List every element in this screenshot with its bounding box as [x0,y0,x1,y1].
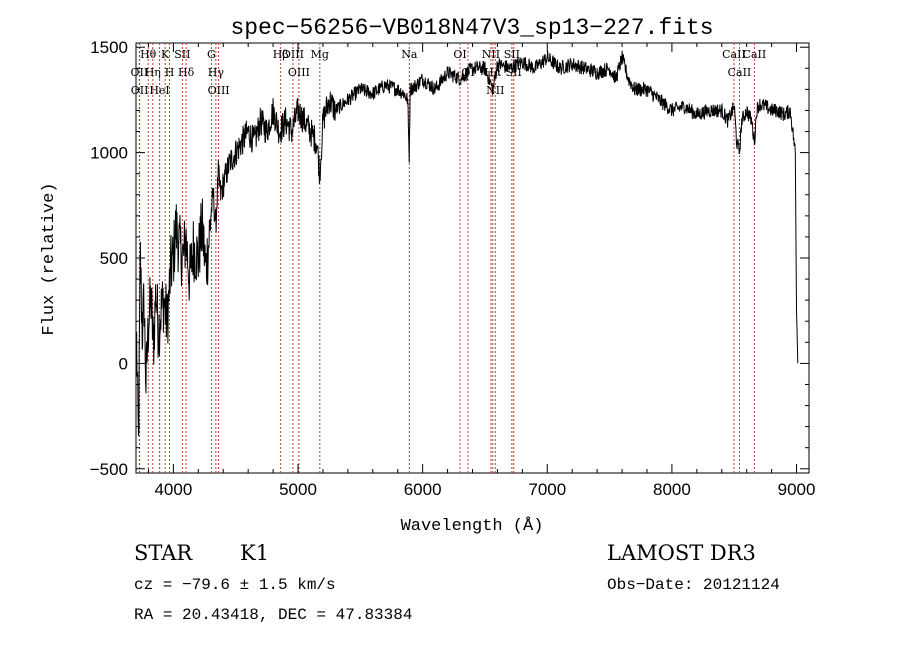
line-marker-label: CaII [722,48,746,61]
line-marker-label: OIII [282,48,304,61]
line-marker-label: Hθ [140,48,157,61]
line-marker-label: OII [131,84,149,97]
line-marker-label: OI [453,48,466,61]
line-marker-label: H [165,66,175,79]
line-marker-label: Hη [145,66,161,79]
plot-frame [135,42,810,474]
line-marker-label: Hδ [178,66,195,79]
line-marker-label: OIII [208,84,230,97]
y-tick-label: 500 [100,249,128,268]
line-marker-label: G [207,48,216,61]
survey-name: LAMOST DR3 [607,541,756,565]
line-marker-label: OIII [288,66,310,79]
object-class: STAR [134,541,193,565]
x-tick-label: 9000 [778,480,816,499]
line-marker-label: Mg [311,48,329,61]
x-axis-label: Wavelength (Å) [401,517,544,536]
line-marker-label: NII [482,48,500,61]
y-axis: −500 0 500 1000 1500 [90,38,809,479]
chart-title: spec−56256−VB018N47V3_sp13−227.fits [230,15,713,41]
y-tick-label: 1000 [90,144,128,163]
line-marker-label: Hγ [208,66,225,79]
line-marker-label: SII [174,48,190,61]
y-tick-label: 1500 [90,38,128,57]
y-axis-label: Flux (relative) [40,182,59,335]
x-tick-label: 5000 [279,480,317,499]
y-tick-label: −500 [90,460,128,479]
x-tick-label: 4000 [154,480,192,499]
object-subclass: K1 [240,541,269,565]
y-tick-label: 0 [119,354,128,373]
x-tick-label: 7000 [528,480,566,499]
line-marker-label: NII [486,84,504,97]
x-tick-label: 8000 [653,480,691,499]
line-marker-group [138,43,755,473]
line-marker-label: HeI [149,84,169,97]
line-marker-label: OII [131,66,149,79]
line-marker-label: SII [504,48,520,61]
coordinates: RA = 20.43418, DEC = 47.83384 [134,606,412,624]
line-marker-label: Hβ [273,48,289,61]
x-tick-label: 6000 [404,480,442,499]
redshift-line: cz = −79.6 ± 1.5 km/s [134,576,336,594]
spectrum-series-line [136,50,799,437]
line-marker-label: CaII [743,48,767,61]
line-marker-label: K [161,48,170,61]
x-axis: 4000 5000 6000 7000 8000 9000 [147,43,816,499]
line-marker-label: CaII [728,66,752,79]
line-marker-label: Na [401,48,418,61]
observation-date: Obs−Date: 20121124 [607,576,780,594]
